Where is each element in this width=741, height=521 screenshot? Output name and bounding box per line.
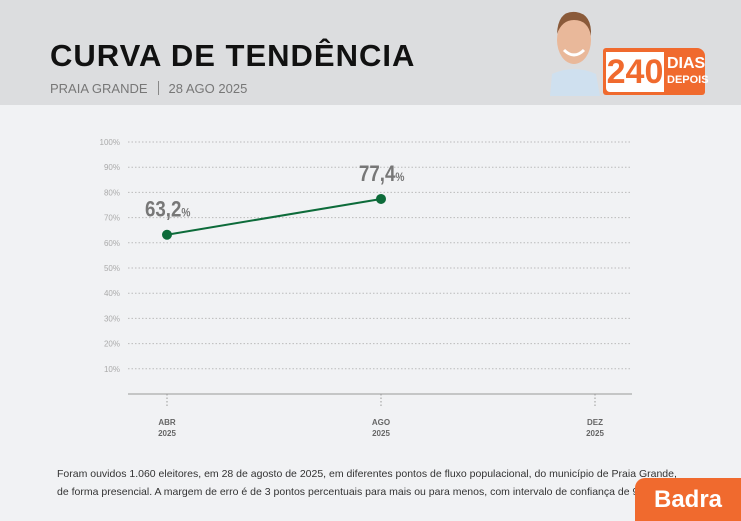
- y-tick-label: 50%: [104, 264, 120, 273]
- y-tick-label: 100%: [100, 138, 120, 147]
- x-tick-label-month: ABR: [158, 418, 176, 427]
- location: PRAIA GRANDE: [50, 81, 148, 96]
- y-tick-label: 60%: [104, 239, 120, 248]
- data-point: [162, 229, 172, 240]
- 240-dias-logo: 240 DIAS DEPOIS: [603, 48, 709, 95]
- x-tick-label-month: AGO: [372, 418, 390, 427]
- x-tick-label-year: 2025: [158, 429, 176, 438]
- data-label: 63,2%: [145, 198, 191, 222]
- badge-number: 240: [606, 52, 664, 92]
- y-tick-label: 10%: [104, 365, 120, 374]
- y-tick-label: 40%: [104, 289, 120, 298]
- badra-logo: Badra: [635, 478, 741, 521]
- y-tick-label: 90%: [104, 163, 120, 172]
- x-tick-label-year: 2025: [586, 429, 604, 438]
- percent-sign: %: [395, 171, 404, 184]
- avatar-illustration: [550, 11, 600, 96]
- methodology-note: Foram ouvidos 1.060 eleitores, em 28 de …: [57, 465, 677, 501]
- y-tick-label: 80%: [104, 188, 120, 197]
- data-label: 77,4%: [359, 163, 405, 187]
- data-point: [376, 193, 386, 204]
- page-title: CURVA DE TENDÊNCIA: [50, 38, 416, 73]
- header: CURVA DE TENDÊNCIA PRAIA GRANDE 28 AGO 20…: [0, 0, 741, 105]
- badge-line2: DEPOIS: [667, 74, 709, 86]
- subtitle: PRAIA GRANDE 28 AGO 2025: [50, 81, 247, 96]
- y-tick-label: 70%: [104, 214, 120, 223]
- note-line1: Foram ouvidos 1.060 eleitores, em 28 de …: [57, 468, 677, 480]
- badge-line1: DIAS: [667, 55, 706, 72]
- x-tick-label-year: 2025: [372, 429, 390, 438]
- series-line: [166, 197, 382, 236]
- note-line2: de forma presencial. A margem de erro é …: [57, 486, 657, 498]
- percent-sign: %: [181, 207, 190, 220]
- y-tick-label: 30%: [104, 314, 120, 323]
- x-tick-label-month: DEZ: [587, 418, 603, 427]
- divider: [157, 81, 159, 95]
- y-tick-label: 20%: [104, 340, 120, 349]
- date: 28 AGO 2025: [168, 81, 248, 96]
